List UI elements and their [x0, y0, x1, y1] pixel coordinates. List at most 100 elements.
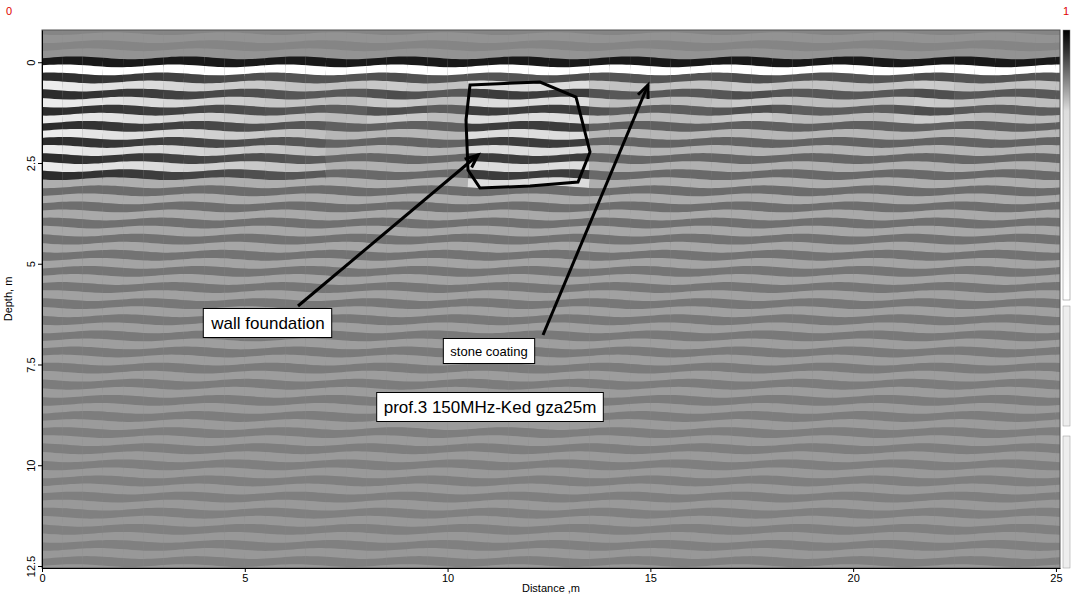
- texture: [346, 150, 366, 152]
- texture: [62, 163, 82, 173]
- texture: [184, 150, 204, 151]
- texture: [792, 268, 812, 277]
- texture: [934, 192, 954, 193]
- texture: [934, 303, 954, 304]
- texture: [1036, 153, 1056, 163]
- texture: [225, 166, 245, 167]
- texture: [448, 303, 468, 304]
- texture: [569, 314, 589, 324]
- texture: [245, 234, 265, 244]
- texture: [529, 40, 549, 49]
- texture: [691, 42, 711, 52]
- texture: [366, 218, 386, 227]
- texture: [590, 145, 610, 154]
- texture: [995, 177, 1015, 186]
- texture: [894, 78, 914, 79]
- texture: [326, 190, 346, 191]
- texture: [1056, 95, 1060, 96]
- texture: [650, 166, 670, 168]
- texture: [164, 198, 184, 200]
- texture: [164, 126, 184, 128]
- texture: [894, 85, 914, 86]
- texture: [225, 199, 245, 200]
- texture: [549, 62, 569, 63]
- texture: [265, 166, 285, 168]
- texture: [671, 45, 691, 47]
- texture: [549, 117, 569, 118]
- texture: [1036, 287, 1056, 288]
- texture: [671, 276, 691, 285]
- texture: [813, 279, 833, 281]
- texture: [143, 311, 163, 312]
- texture: [306, 147, 326, 157]
- texture: [894, 223, 914, 224]
- texture: [285, 190, 305, 192]
- texture: [103, 32, 123, 41]
- texture: [42, 85, 62, 86]
- texture: [508, 163, 528, 172]
- texture: [914, 77, 934, 78]
- texture: [508, 91, 528, 100]
- texture: [488, 126, 508, 127]
- texture: [1015, 182, 1035, 184]
- texture: [407, 327, 427, 329]
- texture: [265, 239, 285, 241]
- texture: [62, 86, 82, 87]
- texture: [103, 105, 123, 114]
- texture: [488, 158, 508, 159]
- texture: [853, 287, 873, 289]
- texture: [508, 183, 528, 184]
- texture: [468, 246, 488, 247]
- texture: [164, 46, 184, 47]
- texture: [772, 32, 792, 41]
- texture: [752, 182, 772, 183]
- texture: [995, 105, 1015, 114]
- texture: [752, 109, 772, 110]
- texture: [488, 230, 508, 231]
- texture: [184, 45, 204, 46]
- texture: [83, 279, 103, 280]
- texture: [752, 113, 772, 122]
- texture: [610, 222, 630, 223]
- texture: [590, 93, 610, 94]
- texture: [630, 175, 650, 176]
- texture: [245, 42, 265, 52]
- texture: [83, 327, 103, 328]
- texture: [529, 247, 549, 249]
- texture: [873, 66, 893, 76]
- texture: [1056, 329, 1060, 330]
- texture: [813, 298, 833, 308]
- texture: [772, 280, 792, 281]
- texture: [448, 97, 468, 106]
- texture: [772, 86, 792, 87]
- texture: [731, 56, 751, 65]
- texture: [650, 284, 670, 294]
- texture: [914, 319, 934, 321]
- texture: [42, 127, 62, 128]
- texture: [995, 158, 1015, 160]
- texture: [752, 319, 772, 321]
- texture: [285, 159, 305, 160]
- texture: [387, 167, 407, 168]
- texture: [1015, 191, 1035, 192]
- texture: [346, 46, 366, 47]
- texture: [468, 150, 488, 151]
- texture: [326, 126, 346, 128]
- texture: [813, 107, 833, 117]
- texture: [184, 142, 204, 143]
- texture: [306, 287, 326, 288]
- texture: [62, 236, 82, 246]
- texture: [752, 266, 772, 276]
- texture: [955, 183, 975, 184]
- texture: [204, 53, 224, 54]
- texture: [225, 238, 245, 239]
- texture: [731, 38, 751, 39]
- texture: [184, 287, 204, 288]
- texture: [772, 311, 792, 312]
- texture: [83, 206, 103, 207]
- texture: [42, 279, 62, 280]
- texture: [285, 210, 305, 220]
- texture: [813, 290, 833, 299]
- texture: [103, 86, 123, 87]
- texture: [1015, 37, 1035, 39]
